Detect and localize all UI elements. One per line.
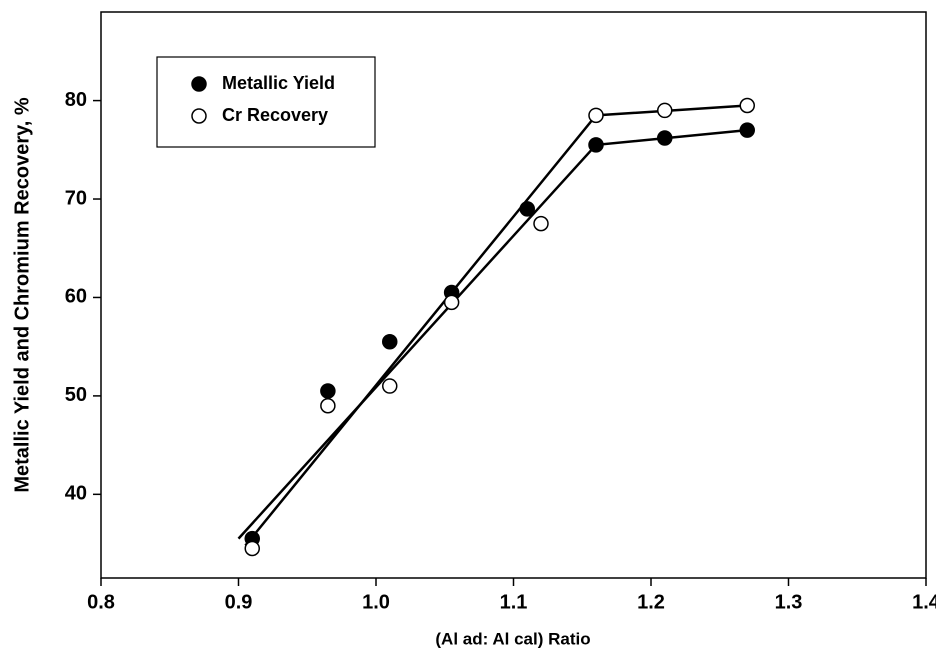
data-point (588, 107, 604, 124)
y-tick-label: 70 (65, 187, 87, 209)
x-tick-label: 1.3 (775, 591, 803, 613)
data-point (739, 97, 755, 114)
data-point (657, 130, 673, 146)
x-tick-label: 1.1 (500, 591, 528, 613)
legend-box (156, 56, 376, 148)
fit-line (237, 128, 748, 540)
data-point (443, 294, 460, 311)
y-tick-label: 80 (65, 89, 87, 111)
legend-label: Cr Recovery (222, 105, 328, 125)
data-point (657, 102, 673, 119)
data-point (382, 378, 398, 394)
data-point (320, 383, 336, 399)
x-axis-label: (Al ad: Al cal) Ratio (435, 629, 590, 648)
fit-line (244, 104, 748, 547)
legend-marker (191, 76, 207, 92)
data-point (588, 137, 604, 153)
data-point (739, 122, 755, 138)
x-tick-label: 1.2 (637, 591, 665, 613)
data-point (382, 334, 398, 350)
y-tick-label: 60 (65, 286, 87, 308)
data-point (244, 540, 260, 557)
x-tick-label: 1.0 (362, 591, 390, 613)
legend-marker (191, 108, 207, 124)
data-point (320, 397, 336, 414)
data-point (533, 215, 549, 232)
x-tick-label: 0.9 (225, 591, 253, 613)
x-tick-label: 1.4 (912, 591, 936, 613)
y-axis-label: Metallic Yield and Chromium Recovery, % (11, 97, 33, 493)
y-tick-label: 50 (65, 384, 87, 406)
legend-label: Metallic Yield (222, 73, 335, 93)
x-tick-label: 0.8 (87, 591, 115, 613)
y-tick-label: 40 (65, 483, 87, 505)
